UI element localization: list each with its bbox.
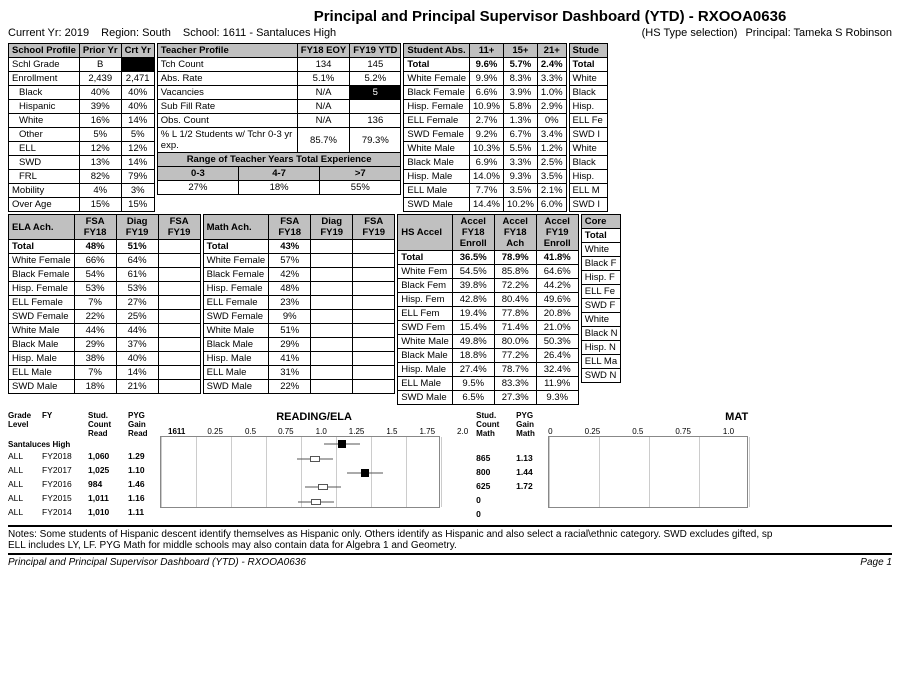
footer-left: Principal and Principal Supervisor Dashb…: [8, 557, 306, 568]
stude-cut-table: StudeTotalWhiteBlackHisp.ELL FeSWD IWhit…: [569, 43, 608, 212]
header-row: Current Yr: 2019 Region: South School: 1…: [8, 27, 892, 39]
region-label: Region:: [101, 27, 139, 39]
core-cut-table: CoreTotalWhiteBlack FHisp. FELL FeSWD FW…: [581, 214, 622, 383]
reading-chart-title: READING/ELA: [160, 411, 468, 423]
math-ach-table: Math Ach.FSA FY18Diag FY19FSA FY19Total4…: [203, 214, 396, 394]
reading-chart-section: Grade LevelFYStud. Count ReadPYG Gain Re…: [8, 411, 468, 521]
ela-ach-table: ELA Ach.FSA FY18Diag FY19FSA FY19Total48…: [8, 214, 201, 394]
teacher-experience-table: Range of Teacher Years Total Experience0…: [157, 152, 402, 195]
current-yr-label: Current Yr:: [8, 27, 62, 39]
footer: Principal and Principal Supervisor Dashb…: [8, 557, 892, 568]
charts-row: Grade LevelFYStud. Count ReadPYG Gain Re…: [8, 411, 892, 521]
principal: Tameka S Robinson: [794, 27, 892, 39]
reading-chart-axis: 16110.250.50.751.01.251.51.752.0: [160, 427, 468, 436]
current-yr: 2019: [65, 27, 89, 39]
principal-label: Principal:: [745, 27, 790, 39]
hs-type: (HS Type selection): [642, 27, 738, 39]
student-abs-table: Student Abs.11+15+21+Total9.6%5.7%2.4%Wh…: [403, 43, 566, 212]
teacher-profile-table: Teacher ProfileFY18 EOYFY19 YTDTch Count…: [157, 43, 402, 153]
page-title: Principal and Principal Supervisor Dashb…: [8, 8, 892, 25]
school-profile-table: School ProfilePrior YrCrt YrSchl GradeBE…: [8, 43, 155, 212]
school-label: School:: [183, 27, 220, 39]
hs-accel-table: HS AccelAccel FY18 EnrollAccel FY18 AchA…: [397, 214, 579, 405]
math-chart-plot: [548, 436, 748, 508]
math-chart-axis: 00.250.50.751.0: [548, 427, 748, 436]
footer-right: Page 1: [860, 557, 892, 568]
math-chart-title: MAT: [548, 411, 748, 423]
region: South: [142, 27, 171, 39]
reading-chart-plot: [160, 436, 440, 508]
math-chart-section: Stud. Count MathPYG Gain Math8651.138001…: [476, 411, 748, 521]
school: 1611 - Santaluces High: [223, 27, 337, 39]
notes: Notes: Some students of Hispanic descent…: [8, 525, 892, 555]
